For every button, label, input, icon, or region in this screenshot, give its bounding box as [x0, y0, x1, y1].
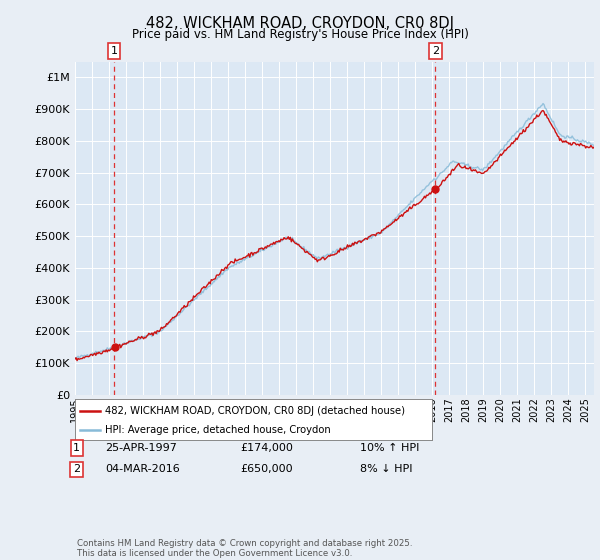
Text: Price paid vs. HM Land Registry's House Price Index (HPI): Price paid vs. HM Land Registry's House …	[131, 28, 469, 41]
Text: £650,000: £650,000	[240, 464, 293, 474]
Text: 04-MAR-2016: 04-MAR-2016	[105, 464, 180, 474]
Text: 482, WICKHAM ROAD, CROYDON, CR0 8DJ: 482, WICKHAM ROAD, CROYDON, CR0 8DJ	[146, 16, 454, 31]
Text: 25-APR-1997: 25-APR-1997	[105, 443, 177, 453]
Text: Contains HM Land Registry data © Crown copyright and database right 2025.
This d: Contains HM Land Registry data © Crown c…	[77, 539, 412, 558]
Text: £174,000: £174,000	[240, 443, 293, 453]
Text: 1: 1	[110, 46, 118, 56]
Text: 1: 1	[73, 443, 80, 453]
Text: 10% ↑ HPI: 10% ↑ HPI	[360, 443, 419, 453]
Text: HPI: Average price, detached house, Croydon: HPI: Average price, detached house, Croy…	[106, 424, 331, 435]
Text: 2: 2	[73, 464, 80, 474]
Text: 8% ↓ HPI: 8% ↓ HPI	[360, 464, 413, 474]
Text: 482, WICKHAM ROAD, CROYDON, CR0 8DJ (detached house): 482, WICKHAM ROAD, CROYDON, CR0 8DJ (det…	[106, 405, 406, 416]
Text: 2: 2	[431, 46, 439, 56]
